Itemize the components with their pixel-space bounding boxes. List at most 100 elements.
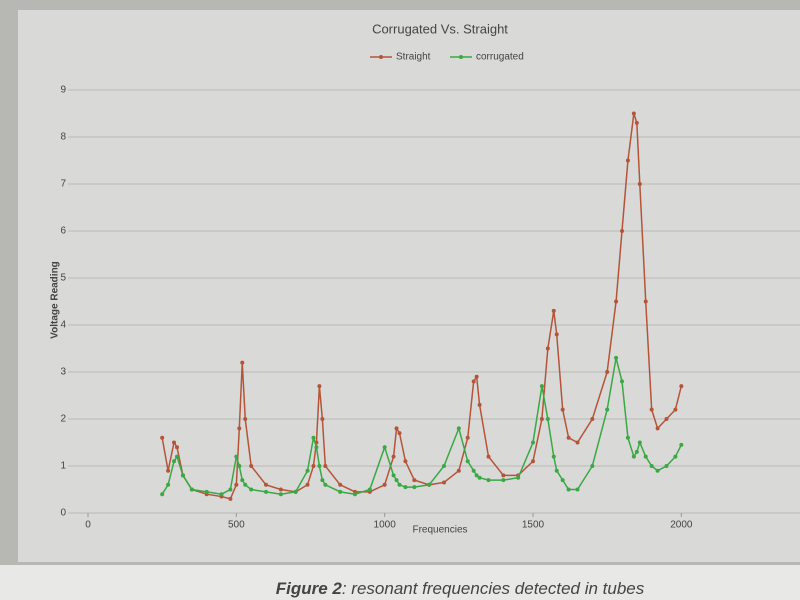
data-point xyxy=(320,478,325,483)
data-point xyxy=(160,435,165,440)
data-point xyxy=(456,468,461,473)
data-point xyxy=(234,482,239,487)
data-point xyxy=(631,111,636,116)
series-line xyxy=(161,357,683,495)
data-point xyxy=(614,299,619,304)
data-point xyxy=(625,158,630,163)
data-point xyxy=(643,454,648,459)
data-point xyxy=(278,487,283,492)
data-point xyxy=(545,346,550,351)
data-point xyxy=(477,402,482,407)
data-point xyxy=(293,489,298,494)
data-point xyxy=(605,407,610,412)
y-tick-label: 4 xyxy=(60,320,66,331)
data-point xyxy=(317,384,322,389)
data-point xyxy=(243,417,248,421)
data-point xyxy=(637,440,642,445)
y-tick-label: 3 xyxy=(60,367,66,378)
data-point xyxy=(655,426,660,431)
data-point xyxy=(403,459,408,464)
data-point xyxy=(311,435,316,440)
data-point xyxy=(228,487,233,492)
data-point xyxy=(501,478,506,483)
data-point xyxy=(237,464,242,468)
data-point xyxy=(189,487,194,492)
data-point xyxy=(620,379,624,384)
legend-marker xyxy=(459,55,463,59)
data-point xyxy=(474,473,479,478)
data-point xyxy=(323,482,328,487)
data-point xyxy=(471,468,476,473)
data-point xyxy=(175,445,179,450)
data-point xyxy=(172,459,177,464)
data-point xyxy=(590,464,595,468)
data-point xyxy=(249,487,254,492)
data-point xyxy=(551,454,556,459)
data-point xyxy=(394,478,399,483)
data-point xyxy=(240,478,245,483)
data-point xyxy=(539,417,544,421)
data-point xyxy=(560,407,565,412)
x-tick-label: 1000 xyxy=(374,520,397,531)
data-point xyxy=(323,464,328,468)
data-point xyxy=(338,489,343,494)
x-tick-label: 2000 xyxy=(670,520,693,531)
data-point xyxy=(625,435,630,440)
data-point xyxy=(338,482,343,487)
data-point xyxy=(566,435,571,440)
data-point xyxy=(237,426,242,431)
data-point xyxy=(531,440,535,445)
data-point xyxy=(551,308,556,313)
data-point xyxy=(412,485,417,490)
data-point xyxy=(264,482,268,487)
data-point xyxy=(631,454,636,459)
data-point xyxy=(643,299,648,304)
data-point xyxy=(317,464,322,468)
x-tick-label: 0 xyxy=(85,520,91,531)
caption: Figure 2: resonant frequencies detected … xyxy=(276,579,645,598)
data-point xyxy=(427,482,432,487)
data-point xyxy=(501,473,506,478)
data-point xyxy=(664,464,669,468)
data-point xyxy=(382,482,387,487)
data-point xyxy=(397,431,402,436)
data-point xyxy=(249,464,254,468)
data-point xyxy=(655,468,660,473)
data-point xyxy=(465,459,470,464)
data-point xyxy=(516,475,521,480)
y-tick-label: 5 xyxy=(60,273,66,284)
data-point xyxy=(590,417,595,421)
y-tick-label: 8 xyxy=(60,132,66,143)
data-point xyxy=(456,426,461,431)
data-point xyxy=(320,417,325,421)
y-tick-label: 2 xyxy=(60,414,66,425)
chart-title: Corrugated Vs. Straight xyxy=(372,21,508,36)
data-point xyxy=(166,482,171,487)
data-point xyxy=(649,407,654,412)
data-point xyxy=(382,445,387,450)
data-point xyxy=(240,360,245,365)
data-point xyxy=(673,407,678,412)
data-point xyxy=(575,440,580,445)
y-tick-label: 9 xyxy=(60,85,66,96)
y-tick-label: 7 xyxy=(60,179,66,190)
document-page xyxy=(0,565,800,600)
data-point xyxy=(367,487,372,492)
data-point xyxy=(474,374,479,379)
data-point xyxy=(442,480,446,485)
data-point xyxy=(634,449,639,454)
data-point xyxy=(264,489,268,494)
data-point xyxy=(575,487,580,492)
series-line xyxy=(161,113,683,500)
x-axis-label: Frequencies xyxy=(412,525,467,536)
data-point xyxy=(620,229,624,233)
x-tick-label: 500 xyxy=(228,520,245,531)
data-point xyxy=(314,445,319,450)
data-point xyxy=(403,485,408,490)
data-point xyxy=(679,384,684,389)
data-point xyxy=(204,489,209,494)
chart-area xyxy=(18,10,800,562)
data-point xyxy=(394,426,399,431)
data-point xyxy=(649,464,654,468)
